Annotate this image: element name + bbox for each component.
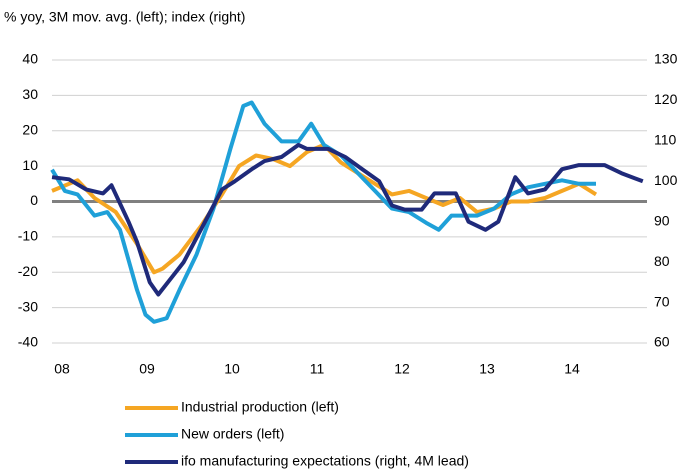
x-tick-label: 11 <box>310 361 325 377</box>
y2-tick-label: 80 <box>654 253 670 269</box>
y-tick-label: 30 <box>22 86 38 102</box>
y-tick-label: 10 <box>22 157 38 173</box>
y-tick-label: -10 <box>18 228 38 244</box>
y-tick-label: -30 <box>18 298 38 314</box>
series-line <box>50 100 596 324</box>
chart-subtitle: % yoy, 3M mov. avg. (left); index (right… <box>4 9 245 25</box>
x-tick-label: 14 <box>564 361 580 377</box>
x-tick-label: 13 <box>479 361 495 377</box>
x-tick-label: 08 <box>54 361 70 377</box>
series-line <box>51 142 598 275</box>
x-tick-label: 09 <box>139 361 155 377</box>
y-tick-label: 40 <box>22 51 38 67</box>
y2-tick-label: 120 <box>654 91 678 107</box>
y2-tick-label: 130 <box>654 51 678 67</box>
y-tick-label: 0 <box>30 192 38 208</box>
y-tick-label: -20 <box>18 263 38 279</box>
y2-tick-label: 110 <box>654 132 677 148</box>
series-line <box>51 142 644 297</box>
y2-tick-label: 90 <box>654 212 670 228</box>
y2-tick-label: 100 <box>654 172 678 188</box>
legend-label: Industrial production (left) <box>181 399 339 415</box>
y-tick-label: 20 <box>22 121 38 137</box>
legend-label: New orders (left) <box>181 426 284 442</box>
y2-tick-label: 60 <box>654 334 670 350</box>
y-tick-label: -40 <box>18 334 38 350</box>
x-tick-label: 10 <box>224 361 240 377</box>
y2-tick-label: 70 <box>654 293 670 309</box>
x-tick-label: 12 <box>394 361 410 377</box>
legend-label: ifo manufacturing expectations (right, 4… <box>181 453 469 469</box>
